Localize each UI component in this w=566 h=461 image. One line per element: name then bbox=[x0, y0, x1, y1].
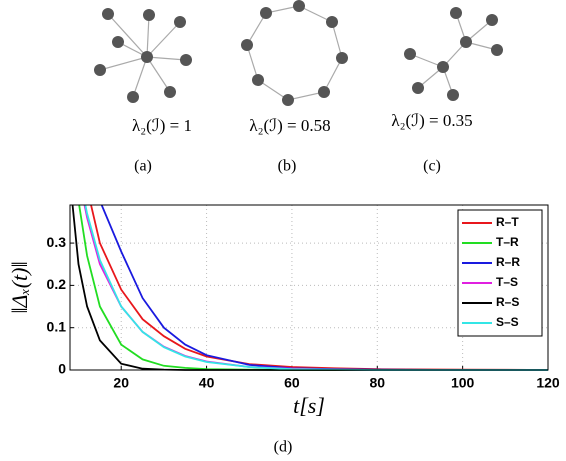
x-tick-label: 80 bbox=[369, 375, 385, 391]
x-tick-label: 120 bbox=[536, 375, 560, 391]
panel-label: (c) bbox=[423, 158, 441, 175]
x-tick-label: 60 bbox=[284, 375, 300, 391]
y-tick-label: 0.2 bbox=[47, 276, 67, 292]
y-tick-label: 0 bbox=[58, 361, 66, 377]
panel-label: (b) bbox=[278, 158, 297, 175]
legend-label: T–S bbox=[496, 275, 518, 289]
tree-graph bbox=[404, 7, 503, 101]
legend-label: T–R bbox=[496, 235, 519, 249]
graph-caption: λ₂(ℐ) = 0.35 bbox=[391, 111, 472, 130]
panel-label: (d) bbox=[274, 439, 293, 456]
x-tick-label: 100 bbox=[451, 375, 475, 391]
y-axis-label: ‖Δₓ(t)‖ bbox=[7, 261, 32, 313]
plot: 20 40 60 80 100 120 0 0.1 0.2 0.3 t[s] ‖Δₓ(t)‖ R–T T–… bbox=[7, 204, 560, 418]
star-graph bbox=[94, 8, 192, 103]
y-tick-label: 0.3 bbox=[47, 234, 67, 250]
x-axis-label: t[s] bbox=[293, 393, 325, 418]
y-tick-label: 0.1 bbox=[47, 318, 67, 334]
plot-frame bbox=[69, 204, 549, 371]
legend-box bbox=[457, 209, 543, 337]
panel-label: (a) bbox=[134, 158, 152, 175]
legend-label: R–R bbox=[496, 255, 520, 269]
x-tick-label: 20 bbox=[113, 375, 129, 391]
graph-caption: λ₂(ℐ) = 1 bbox=[132, 116, 192, 135]
graph-caption: λ₂(ℐ) = 0.58 bbox=[249, 116, 330, 135]
cycle-graph bbox=[241, 0, 348, 106]
legend-label: S–S bbox=[496, 315, 519, 329]
x-tick-label: 40 bbox=[199, 375, 215, 391]
legend-label: R–T bbox=[496, 215, 519, 229]
legend-label: R–S bbox=[496, 295, 519, 309]
